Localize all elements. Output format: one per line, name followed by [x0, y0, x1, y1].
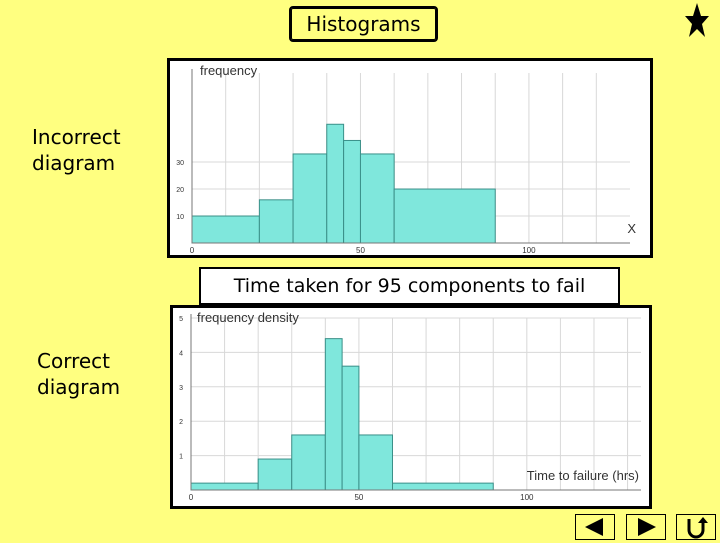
- histogram-bar: [190, 482, 259, 491]
- correct-histogram-frame: 0 50 100 1 2 3 4 5 frequency density Time to fail…: [170, 305, 652, 509]
- triangle-right-icon: [638, 518, 656, 536]
- x-tick-label: 0: [190, 246, 195, 255]
- triangle-left-icon: [585, 518, 603, 536]
- y-tick-label: 20: [176, 187, 184, 194]
- u-turn-icon: [687, 517, 708, 539]
- y-tick-label: 10: [176, 214, 184, 221]
- incorrect-histogram: 0 50 100 10 20 30 frequency X: [176, 63, 636, 255]
- y-axis-label: frequency: [200, 63, 258, 78]
- histogram-bar: [191, 215, 260, 244]
- histogram-bar: [343, 139, 361, 244]
- histogram-bar: [358, 434, 393, 491]
- histogram-bar: [258, 199, 294, 244]
- incorrect-diagram-label: Incorrect diagram: [32, 124, 121, 176]
- incorrect-histogram-frame: 0 50 100 10 20 30 frequency X: [167, 58, 653, 258]
- histogram-bar: [292, 153, 328, 244]
- histogram-bar: [393, 188, 496, 244]
- correct-diagram-label: Correct diagram: [37, 348, 120, 400]
- chart-caption: Time taken for 95 components to fail: [199, 267, 620, 305]
- correct-histogram: 0 50 100 1 2 3 4 5 frequency density Time to fail…: [179, 310, 641, 502]
- correct-label-line1: Correct: [37, 349, 110, 373]
- correct-label-line2: diagram: [37, 375, 121, 399]
- y-tick-label: 1: [179, 454, 183, 461]
- next-button[interactable]: [626, 514, 666, 540]
- histogram-bar: [326, 123, 345, 244]
- y-tick-label: 2: [179, 419, 183, 426]
- histogram-bar: [291, 434, 326, 491]
- x-tick-label: 0: [189, 493, 194, 502]
- histogram-bar: [324, 338, 343, 491]
- histogram-bar: [341, 365, 360, 491]
- return-button[interactable]: [676, 514, 716, 540]
- y-tick-label: 3: [179, 385, 183, 392]
- x-tick-label: 50: [354, 493, 363, 502]
- x-axis-label: X: [627, 221, 636, 236]
- y-tick-label: 4: [179, 350, 183, 357]
- y-tick-label: 30: [176, 160, 184, 167]
- x-tick-label: 50: [356, 246, 365, 255]
- star-icon[interactable]: [684, 2, 710, 38]
- x-tick-label: 100: [520, 493, 534, 502]
- page-title: Histograms: [289, 6, 438, 42]
- x-axis-label: Time to failure (hrs): [527, 468, 639, 483]
- histogram-bar: [359, 153, 395, 244]
- histogram-bar: [257, 458, 293, 491]
- incorrect-label-line1: Incorrect: [32, 125, 121, 149]
- y-axis-label: frequency density: [197, 310, 299, 325]
- x-tick-label: 100: [522, 246, 536, 255]
- histogram-bar: [391, 482, 494, 491]
- previous-button[interactable]: [575, 514, 615, 540]
- incorrect-label-line2: diagram: [32, 151, 116, 175]
- y-tick-label: 5: [179, 316, 183, 323]
